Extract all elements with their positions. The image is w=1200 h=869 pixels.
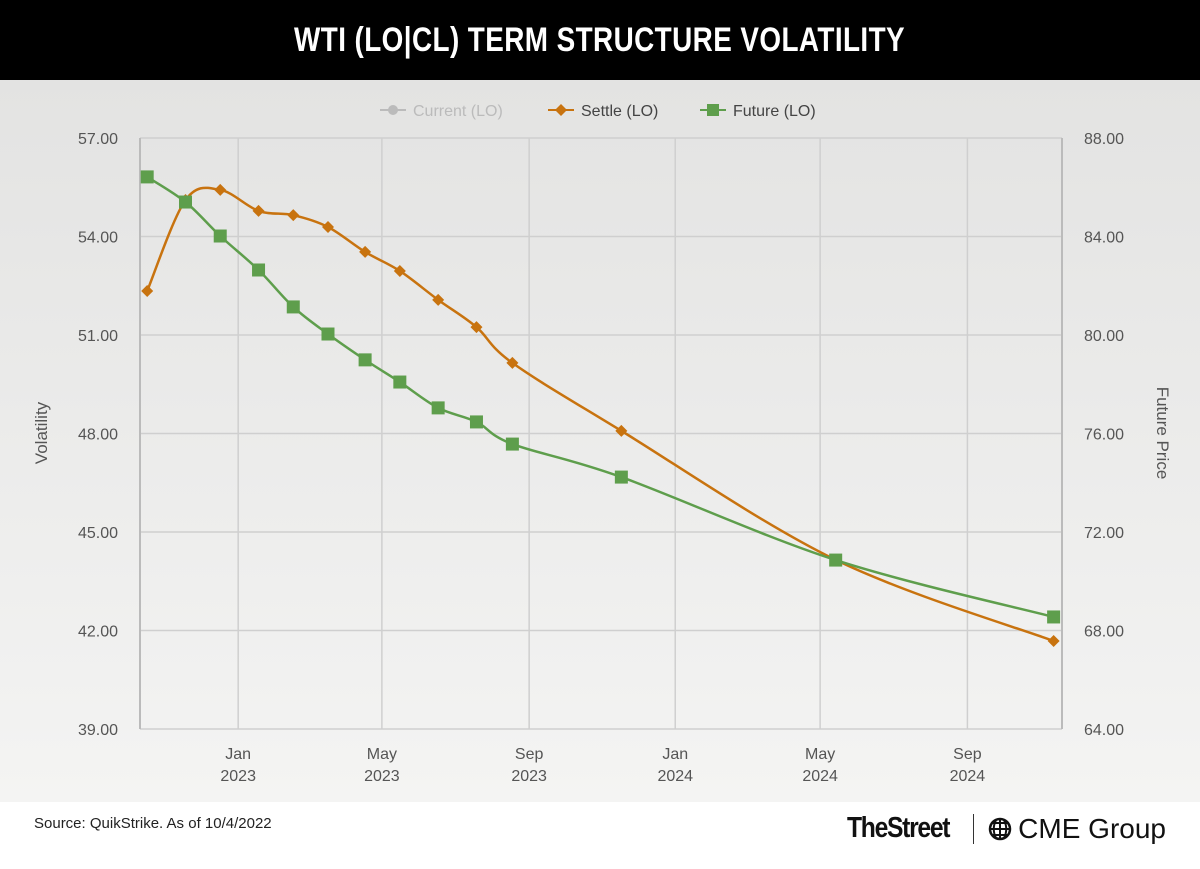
y-axis-label: Volatility (32, 401, 51, 464)
future-point (393, 375, 407, 389)
y2-tick-label: 72.00 (1084, 525, 1124, 542)
y-tick-label: 51.00 (78, 328, 118, 345)
future-point (614, 470, 628, 484)
settle-point (506, 356, 519, 369)
future-point (505, 437, 519, 451)
x-tick-label: Sep (515, 746, 544, 763)
settle-point (470, 321, 483, 334)
series-line-settle-lo- (146, 186, 1055, 643)
future-point (252, 263, 266, 277)
settle-point (214, 183, 227, 196)
y-tick-label: 48.00 (78, 427, 118, 444)
settle-point (287, 209, 300, 222)
cme-group-text: CME Group (1018, 812, 1166, 844)
legend: Current (LO) Settle (LO) Future (LO) (380, 103, 816, 120)
y-tick-label: 42.00 (78, 624, 118, 641)
legend-square-icon (707, 104, 719, 116)
settle-point (141, 285, 154, 298)
cme-group-logo: CME Group (988, 813, 1166, 845)
settle-point (252, 204, 265, 217)
y2-tick-label: 84.00 (1084, 230, 1124, 247)
chart-background (0, 80, 1200, 802)
x-tick-label: 2023 (511, 768, 547, 785)
y2-tick-label: 80.00 (1084, 328, 1124, 345)
settle-point (321, 220, 334, 233)
y-tick-label: 45.00 (78, 525, 118, 542)
thestreet-logo: TheStreet (847, 812, 951, 844)
settle-point (1047, 635, 1060, 648)
legend-item-label: Current (LO) (413, 103, 503, 120)
x-tick-label: 2024 (950, 768, 986, 785)
x-tick-label: May (367, 746, 397, 763)
future-point (829, 553, 843, 567)
future-point (1047, 610, 1061, 624)
future-point (321, 327, 335, 341)
logos: TheStreet CME Group (838, 812, 1166, 845)
legend-diamond-icon (555, 104, 567, 116)
future-point (179, 195, 193, 209)
x-tick-label: Jan (662, 746, 688, 763)
y-tick-label: 54.00 (78, 230, 118, 247)
legend-item-label: Future (LO) (733, 103, 816, 120)
x-tick-label: 2024 (802, 768, 838, 785)
x-tick-label: Sep (953, 746, 982, 763)
logo-divider (972, 813, 975, 844)
future-point (358, 353, 372, 367)
legend-item-label: Settle (LO) (581, 103, 658, 120)
y-tick-label: 39.00 (78, 722, 118, 739)
y-tick-label: 57.00 (78, 131, 118, 148)
y2-tick-label: 76.00 (1084, 427, 1124, 444)
x-tick-label: 2024 (657, 768, 693, 785)
y2-tick-label: 88.00 (1084, 131, 1124, 148)
future-point (286, 300, 300, 314)
future-point (469, 415, 483, 429)
x-tick-label: 2023 (364, 768, 400, 785)
settle-point (393, 264, 406, 277)
title-bar: WTI (LO|CL) TERM STRUCTURE VOLATILITY (0, 0, 1200, 80)
x-tick-label: 2023 (220, 768, 256, 785)
settle-point (432, 293, 445, 306)
future-point (431, 401, 445, 415)
y2-tick-label: 64.00 (1084, 722, 1124, 739)
x-tick-label: May (805, 746, 835, 763)
globe-icon (988, 817, 1012, 840)
settle-point (359, 245, 372, 258)
series-line-future-lo- (146, 175, 1054, 619)
future-point (213, 229, 227, 243)
future-point (140, 170, 154, 184)
chart-title: WTI (LO|CL) TERM STRUCTURE VOLATILITY (294, 20, 906, 59)
y2-tick-label: 68.00 (1084, 624, 1124, 641)
legend-circle-icon (388, 105, 398, 115)
y2-axis-label: Future Price (1153, 387, 1172, 480)
x-tick-label: Jan (225, 746, 251, 763)
source-note: Source: QuikStrike. As of 10/4/2022 (34, 815, 272, 832)
settle-point (615, 424, 628, 437)
